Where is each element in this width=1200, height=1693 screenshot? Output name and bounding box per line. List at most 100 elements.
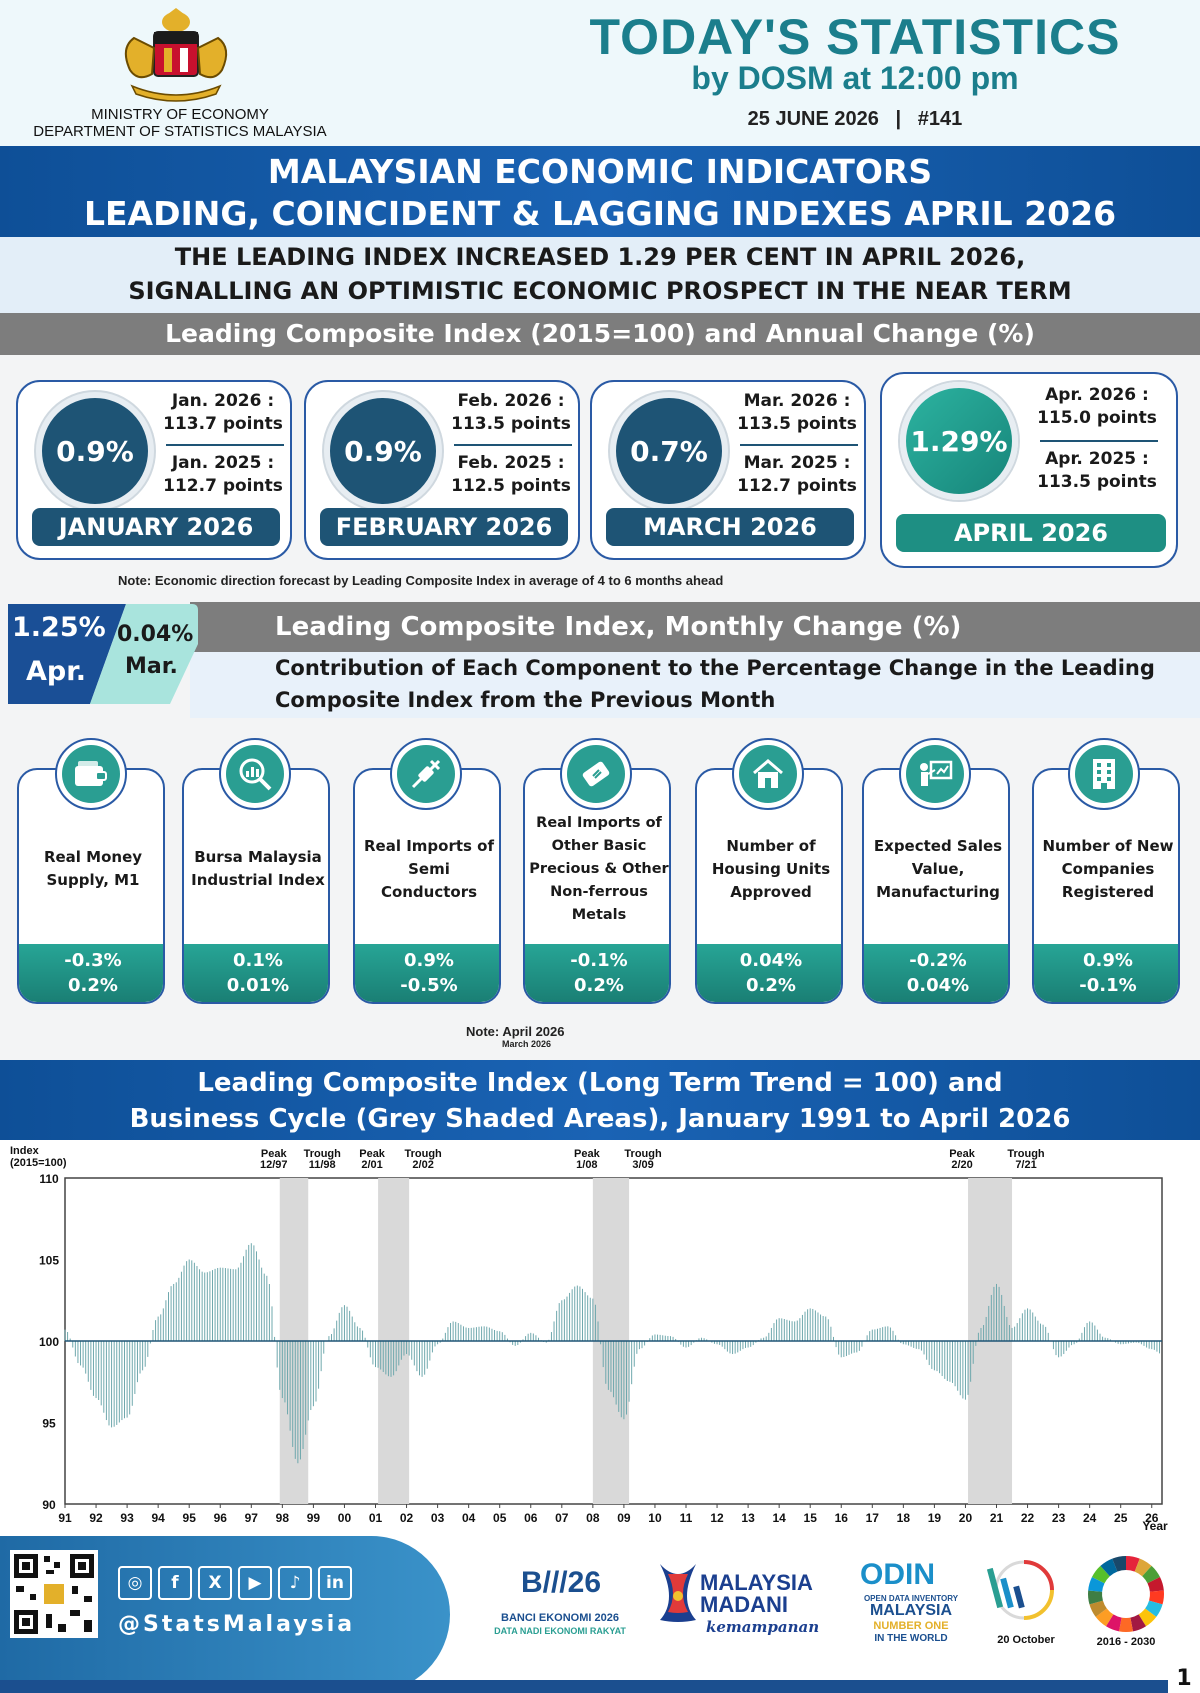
y-tick-label: 90 (42, 1498, 56, 1512)
component-label: Bursa Malaysia Industrial Index (191, 848, 325, 889)
x-tick-label: 03 (431, 1511, 445, 1525)
x-tick-label: 16 (835, 1511, 849, 1525)
main-title-line1: MALAYSIAN ECONOMIC INDICATORS (267, 152, 933, 191)
x-tick-label: 25 (1114, 1511, 1128, 1525)
sdg-wheel-segment (1149, 1590, 1164, 1605)
sdg-wheel-segment (1126, 1556, 1140, 1572)
x-tick-label: 98 (276, 1511, 290, 1525)
current-value: Apr. 2026 :115.0 points (1037, 385, 1157, 428)
chart-title-line1: Leading Composite Index (Long Term Trend… (197, 1068, 1003, 1098)
madani-line2: MADANI (700, 1592, 788, 1617)
social-handle[interactable]: @StatsMalaysia (118, 1612, 356, 1637)
release-date: 25 JUNE 2026 | #141 (747, 108, 963, 130)
sdg-wheel-segment (1145, 1600, 1163, 1617)
peak-date-label: 12/97 (260, 1159, 288, 1171)
sdg-wheel-segment (1138, 1608, 1157, 1627)
coat-of-arms-icon (124, 8, 228, 102)
current-value: Mar. 2026 :113.5 points (737, 391, 857, 434)
chart-title-band: Leading Composite Index (Long Term Trend… (0, 1060, 1200, 1140)
x-tick-label: 08 (586, 1511, 600, 1525)
trough-date-label: 3/09 (632, 1159, 653, 1171)
monthly-subtitle-band (190, 652, 1200, 718)
y-axis-label: Index (10, 1145, 40, 1157)
y-axis-label-unit: (2015=100) (10, 1157, 67, 1169)
tiktok-icon[interactable]: ♪ (278, 1566, 312, 1600)
y-tick-label: 110 (39, 1172, 59, 1186)
sdg-wheel-segment (1100, 1558, 1118, 1577)
divider (454, 444, 572, 446)
component-note: Note: April 2026 (466, 1024, 565, 1039)
month-label: JANUARY 2026 (32, 508, 280, 546)
leading-index-chart: Peak12/97Trough11/98Peak2/01Trough2/02Pe… (10, 1145, 1168, 1533)
sdg-wheel-segment (1134, 1558, 1152, 1577)
x-tick-label: 18 (897, 1511, 911, 1525)
x-tick-label: 14 (772, 1511, 786, 1525)
component-card-sales: Expected Sales Value, Manufacturing -0.2… (862, 768, 1010, 1004)
linkedin-icon[interactable]: in (318, 1566, 352, 1600)
x-tick-label: 05 (493, 1511, 507, 1525)
presentation-icon (899, 738, 971, 810)
sdg-wheel-segment (1142, 1565, 1161, 1584)
current-value: Jan. 2026 :113.7 points (163, 391, 283, 434)
x-tick-label: 26 (1145, 1511, 1159, 1525)
divider (166, 444, 284, 446)
header: MINISTRY OF ECONOMY DEPARTMENT OF STATIS… (0, 0, 1200, 146)
peak-label: Peak (949, 1148, 976, 1160)
x-tick-label: 07 (555, 1511, 569, 1525)
x-tick-label: 19 (928, 1511, 942, 1525)
x-tick-label: 15 (804, 1511, 818, 1525)
component-values: -0.3% 0.2% (19, 944, 163, 1002)
trough-label: Trough (1007, 1148, 1045, 1160)
youtube-icon[interactable]: ▶ (238, 1566, 272, 1600)
component-note-march: March 2026 (502, 1039, 552, 1049)
monthly-change-band (190, 602, 1200, 652)
x-tick-label: 13 (741, 1511, 755, 1525)
madani-line3: kemampanan (706, 1618, 820, 1636)
component-card-metals: Real Imports of Other Basic Precious & O… (523, 768, 671, 1004)
sdg-wheel-segment (1119, 1617, 1133, 1632)
x-tick-label: 94 (151, 1511, 165, 1525)
banci-title: BANCI EKONOMI 2026 (501, 1612, 619, 1624)
chart-title-line2: Business Cycle (Grey Shaded Areas), Janu… (129, 1104, 1071, 1134)
month-card-march: 0.7% Mar. 2026 :113.5 points Mar. 2025 :… (590, 380, 866, 560)
annual-change-circle: 0.7% (610, 392, 728, 510)
sdg-years: 2016 - 2030 (1096, 1636, 1156, 1648)
madani-line1: MALAYSIA (700, 1570, 813, 1595)
component-card-housing: Number of Housing Units Approved 0.04% 0.… (695, 768, 843, 1004)
x-tick-label: 10 (648, 1511, 662, 1525)
peak-date-label: 2/01 (361, 1159, 382, 1171)
odin-line1: OPEN DATA INVENTORY (863, 1594, 959, 1603)
facebook-icon[interactable]: f (158, 1566, 192, 1600)
previous-value: Feb. 2025 :112.5 points (451, 453, 571, 496)
divider (1040, 440, 1158, 442)
x-tick-label: 20 (959, 1511, 973, 1525)
x-tick-label: 23 (1052, 1511, 1066, 1525)
peak-date-label: 2/20 (951, 1159, 972, 1171)
sdg-wheel-segment (1091, 1565, 1110, 1584)
odin-line2: MALAYSIA (869, 1602, 953, 1619)
trough-date-label: 11/98 (309, 1159, 336, 1171)
annual-change-circle: 1.29% (900, 382, 1018, 500)
trough-label: Trough (624, 1148, 662, 1160)
divider (740, 444, 858, 446)
metal-bar-icon (560, 738, 632, 810)
x-axis-label: Year (1142, 1519, 1168, 1533)
month-card-january: 0.9% Jan. 2026 :113.7 points Jan. 2025 :… (16, 380, 292, 560)
page-title: TODAY'S STATISTICS (589, 9, 1121, 65)
x-icon[interactable]: X (198, 1566, 232, 1600)
headline-line2: SIGNALLING AN OPTIMISTIC ECONOMIC PROSPE… (128, 277, 1072, 305)
month-label: FEBRUARY 2026 (320, 508, 568, 546)
x-tick-label: 95 (183, 1511, 197, 1525)
x-tick-label: 09 (617, 1511, 631, 1525)
x-tick-label: 92 (89, 1511, 103, 1525)
annual-change-circle: 0.9% (36, 392, 154, 510)
component-values: 0.9% -0.1% (1034, 944, 1178, 1002)
x-tick-label: 97 (245, 1511, 259, 1525)
x-tick-label: 02 (400, 1511, 414, 1525)
component-label: Real Money Supply, M1 (43, 848, 143, 889)
trough-label: Trough (404, 1148, 442, 1160)
monthly-section-subtitle: Contribution of Each Component to the Pe… (275, 656, 1155, 712)
building-icon (1068, 738, 1140, 810)
current-value: Feb. 2026 :113.5 points (451, 391, 571, 434)
instagram-icon[interactable]: ◎ (118, 1566, 152, 1600)
